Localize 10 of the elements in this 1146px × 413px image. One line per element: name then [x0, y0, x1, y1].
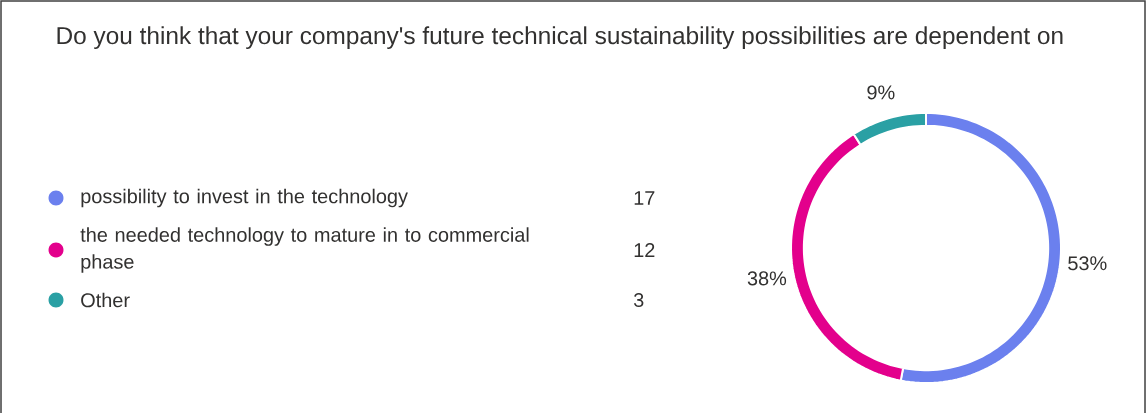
text: 12	[634, 243, 655, 257]
chart-title: Do you think that your company's future technical sustainability possibilities are dependent on	[57, 26, 1063, 50]
legend-label: the needed technology to mature in to commercial phase	[80, 227, 529, 273]
data-label: 9%	[867, 85, 895, 100]
legend-label: Other	[81, 292, 130, 308]
data-label: 38%	[747, 271, 787, 286]
data-label: 53%	[1068, 256, 1107, 271]
legend-label: possibility to invest in the technology	[81, 188, 408, 208]
text: 3	[633, 292, 644, 308]
text: 17	[634, 191, 655, 205]
